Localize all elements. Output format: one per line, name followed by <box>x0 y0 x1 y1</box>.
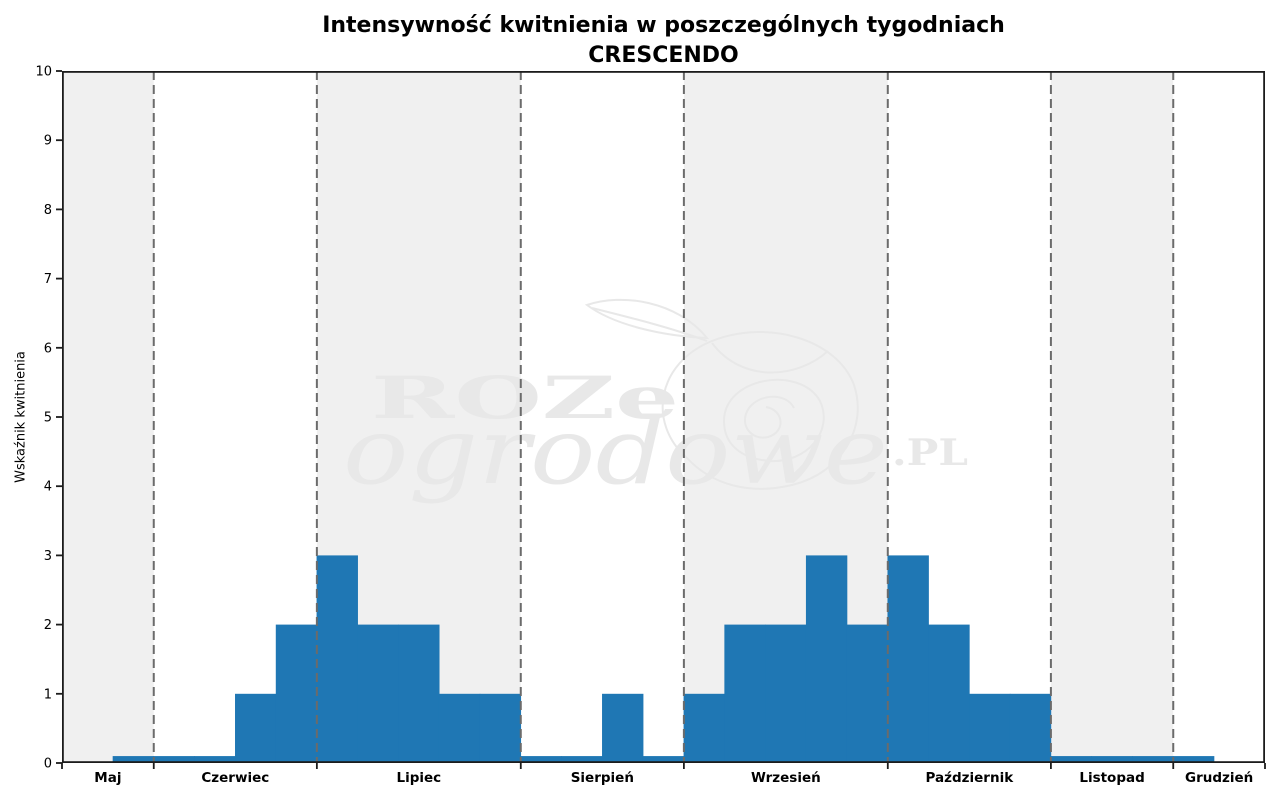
y-tick-label: 3 <box>44 549 52 564</box>
y-tick-label: 7 <box>44 272 52 287</box>
y-tick-label: 5 <box>44 411 52 426</box>
flowering-bar <box>602 693 644 763</box>
flowering-bar <box>316 555 358 763</box>
flowering-bar <box>520 756 562 763</box>
y-tick-label: 2 <box>44 618 52 633</box>
flowering-bar <box>1091 756 1133 763</box>
flowering-bar <box>398 624 440 763</box>
flowering-bar <box>561 756 603 763</box>
plot-area: ROZe ogrodowe .PL 0 1 2 3 4 5 6 7 8 9 10 Maj Czerwiec Li… <box>35 65 1266 786</box>
rose-watermark-path <box>591 307 708 342</box>
flowering-bar <box>846 624 889 763</box>
month-label-wrzesień: Wrzesień <box>751 770 821 786</box>
flowering-bar <box>1050 756 1092 763</box>
rose-watermark-path <box>661 331 859 490</box>
month-band-listopad <box>1050 71 1174 763</box>
chart-title: Intensywność kwitnienia w poszczególnych… <box>62 11 1265 71</box>
flowering-bar <box>357 624 399 763</box>
rose-watermark-path <box>584 298 710 340</box>
flowering-bar <box>153 756 195 763</box>
month-label-październik: Październik <box>926 770 1015 786</box>
chart-title-line2: CRESCENDO <box>588 43 739 68</box>
flowering-bar <box>683 693 725 763</box>
rose-watermark-path <box>722 378 825 463</box>
month-band-maj <box>62 71 154 763</box>
flowering-bar <box>969 693 1011 763</box>
flowering-bar <box>642 756 685 763</box>
flowering-bar <box>235 693 277 763</box>
month-label-listopad: Listopad <box>1079 770 1144 786</box>
rose-watermark-path <box>711 342 829 374</box>
flowering-bar <box>928 624 970 763</box>
flowering-bar <box>805 555 848 763</box>
y-tick-label: 6 <box>44 341 52 356</box>
y-tick-label: 8 <box>44 203 52 218</box>
flowering-bar <box>887 555 929 763</box>
month-label-lipiec: Lipiec <box>396 770 441 786</box>
y-tick-label: 4 <box>44 480 52 495</box>
rose-watermark-path <box>743 395 795 439</box>
flowering-bar <box>724 624 766 763</box>
chart-title-line1: Intensywność kwitnienia w poszczególnych… <box>322 13 1005 38</box>
month-label-czerwiec: Czerwiec <box>201 770 269 786</box>
flowering-bar <box>438 693 481 763</box>
watermark-word-ogrodowe: ogrodowe <box>343 398 888 505</box>
watermark-word-roze: ROZe <box>371 364 679 432</box>
flowering-bar <box>194 756 236 763</box>
flowering-bar <box>1009 693 1052 763</box>
month-label-sierpień: Sierpień <box>571 770 634 786</box>
watermark-suffix-pl: .PL <box>892 432 968 474</box>
flowering-bar <box>1132 756 1174 763</box>
y-tick-label: 0 <box>44 757 52 772</box>
y-axis-label: Wskaźnik kwitnienia <box>13 351 29 483</box>
y-tick-label: 10 <box>35 65 52 80</box>
flowering-bar <box>765 624 807 763</box>
y-tick-label: 9 <box>44 134 52 149</box>
rose-watermark-icon <box>584 298 859 490</box>
month-label-maj: Maj <box>94 770 121 786</box>
flowering-bar <box>479 693 522 763</box>
month-label-grudzień: Grudzień <box>1185 770 1253 786</box>
flowering-bar <box>275 624 318 763</box>
plot-spines <box>61 70 1265 764</box>
y-tick-label: 1 <box>44 687 52 702</box>
flowering-bar <box>1172 756 1215 763</box>
flowering-bar <box>112 756 155 763</box>
